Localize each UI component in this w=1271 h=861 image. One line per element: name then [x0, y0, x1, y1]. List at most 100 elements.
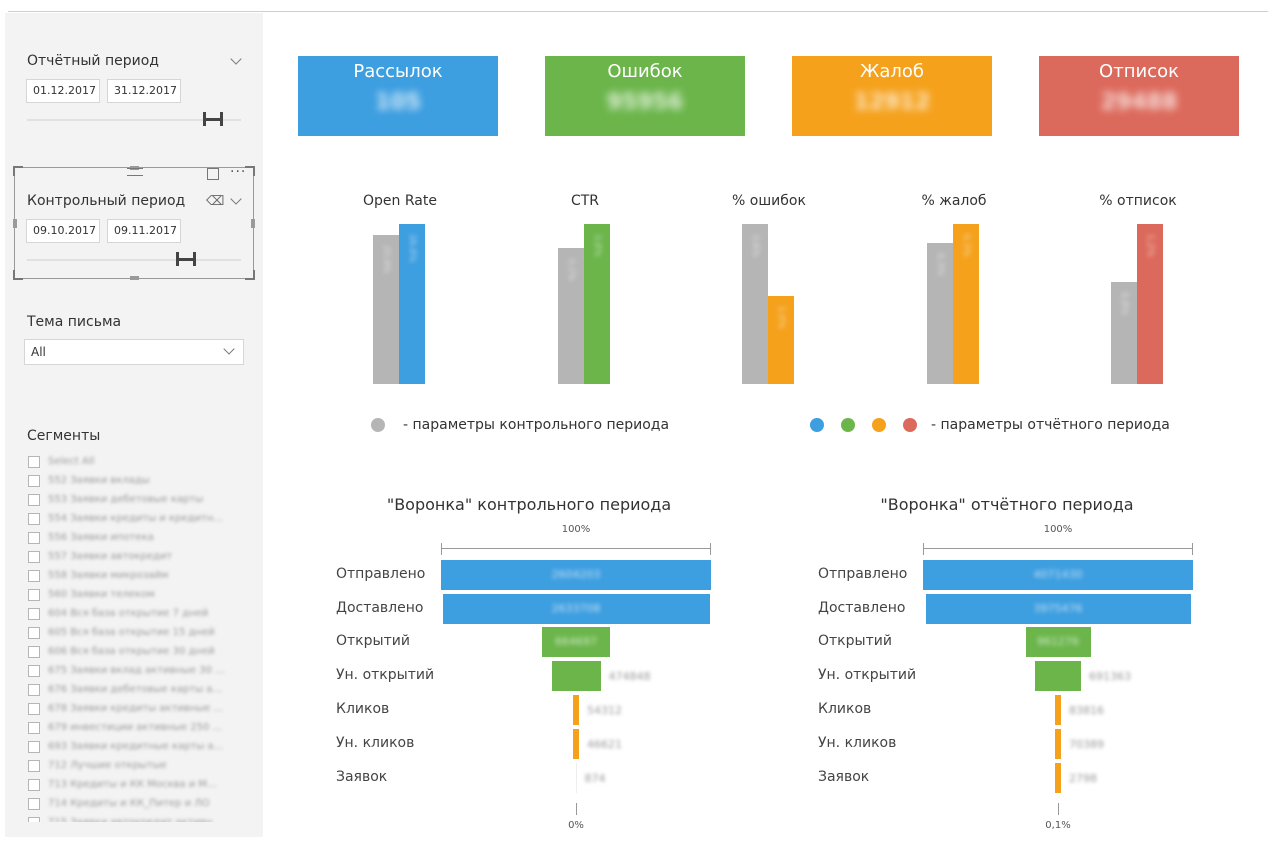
checkbox[interactable] [28, 474, 40, 487]
more-options-icon[interactable]: ··· [230, 164, 247, 180]
checkbox[interactable] [28, 702, 40, 715]
checkbox[interactable] [28, 778, 40, 791]
funnel-top-percent: 100% [561, 524, 591, 535]
checkbox[interactable] [28, 759, 40, 772]
resize-handle[interactable] [251, 219, 255, 228]
legend-control-text: - параметры контрольного периода [403, 417, 670, 433]
metric-title: CTR [570, 193, 600, 209]
control-period-slider[interactable] [27, 259, 241, 261]
funnel-bar [1055, 763, 1061, 793]
control-bar: 3,6% [742, 224, 768, 384]
metric-title: % отписок [1099, 193, 1177, 209]
resize-handle[interactable] [13, 219, 17, 228]
checkbox[interactable] [28, 607, 40, 620]
checkbox[interactable] [28, 550, 40, 563]
funnel-stage-label: Открытий [336, 633, 410, 649]
segment-item[interactable]: 714 Кредиты и КК_Питер и ЛО [28, 794, 254, 813]
kpi-card: Рассылок 105 [298, 56, 498, 136]
funnel-bar-value: 874 [584, 772, 606, 785]
segment-item[interactable]: Select All [28, 452, 254, 471]
segments-list[interactable]: Select All 552 Заявки вклады 553 Заявки де… [28, 452, 254, 822]
kpi-card: Отписок 29488 [1039, 56, 1239, 136]
kpi-value: 29488 [1100, 90, 1178, 115]
resize-handle[interactable] [130, 276, 139, 280]
control-period-from[interactable]: 09.10.2017 [26, 219, 100, 243]
checkbox[interactable] [28, 569, 40, 582]
report-period-to[interactable]: 31.12.2017 [107, 79, 181, 103]
segment-item[interactable]: 556 Заявки ипотека [28, 528, 254, 547]
segment-label: 560 Заявки телеком [48, 589, 155, 600]
checkbox[interactable] [28, 721, 40, 734]
report-bar-label: 2,0% [776, 306, 786, 329]
funnel-stage-label: Кликов [336, 701, 390, 717]
segment-label: 675 Заявки вклад активные 30 ... [48, 665, 225, 676]
segment-item[interactable]: 553 Заявки дебетовые карты [28, 490, 254, 509]
funnel-bar: 2604203 [441, 560, 711, 590]
segment-label: 604 Вся база открытие 7 дней [48, 608, 209, 619]
checkbox[interactable] [28, 683, 40, 696]
funnel-bar-value: 54312 [587, 704, 622, 717]
checkbox[interactable] [28, 531, 40, 544]
segment-item[interactable]: 560 Заявки телеком [28, 585, 254, 604]
segment-item[interactable]: 712 Лучшие открытые [28, 756, 254, 775]
control-bar-label: 3,6% [750, 234, 760, 257]
kpi-label: Жалоб [859, 61, 925, 82]
eraser-icon[interactable]: ⌫ [206, 194, 225, 209]
segment-item[interactable]: 693 Заявки кредитные карты а... [28, 737, 254, 756]
segment-item[interactable]: 676 Заявки дебетовые карты а... [28, 680, 254, 699]
kpi-value: 95956 [606, 90, 684, 115]
checkbox[interactable] [28, 645, 40, 658]
segment-label: 553 Заявки дебетовые карты [48, 494, 204, 505]
segment-item[interactable]: 675 Заявки вклад активные 30 ... [28, 661, 254, 680]
report-period-slider[interactable] [27, 119, 241, 121]
metric-title: % жалоб [921, 193, 987, 209]
segment-item[interactable]: 606 Вся база открытие 30 дней [28, 642, 254, 661]
funnel-bar-value: 2604203 [551, 568, 601, 581]
funnel-bar: 2633708 [442, 594, 710, 624]
segment-item[interactable]: 552 Заявки вклады [28, 471, 254, 490]
focus-mode-icon[interactable] [207, 168, 219, 180]
segment-item[interactable]: 605 Вся база открытие 15 дней [28, 623, 254, 642]
checkbox[interactable] [28, 626, 40, 639]
segment-item[interactable]: 679 инвестиции активные 250 ... [28, 718, 254, 737]
checkbox[interactable] [28, 493, 40, 506]
report-slider-handle[interactable] [202, 112, 224, 126]
corner-handle[interactable] [245, 270, 255, 280]
control-slider-handle[interactable] [175, 252, 197, 266]
funnel-bar [573, 695, 579, 725]
segment-label: 678 Заявки кредиты активные ... [48, 703, 223, 714]
report-bar: 1,2% [1137, 224, 1163, 384]
corner-handle[interactable] [245, 166, 255, 176]
funnel-axis [923, 543, 1193, 555]
segment-item[interactable]: 678 Заявки кредиты активные ... [28, 699, 254, 718]
segment-item[interactable]: 554 Заявки кредиты и кредитн... [28, 509, 254, 528]
checkbox[interactable] [28, 797, 40, 810]
corner-handle[interactable] [13, 166, 23, 176]
funnel-stage-label: Заявок [818, 769, 870, 785]
chevron-down-icon[interactable] [230, 53, 242, 65]
report-period-from[interactable]: 01.12.2017 [26, 79, 100, 103]
visual-selection-frame[interactable]: ··· [13, 164, 255, 280]
checkbox[interactable] [28, 455, 40, 468]
segment-label: 556 Заявки ипотека [48, 532, 154, 543]
funnel-bar-value: 3975476 [1033, 602, 1083, 615]
filters-sidebar: Отчётный период 01.12.2017 31.12.2017 Ко… [5, 13, 263, 837]
segment-item[interactable]: 715 Заявки автокредит активн [28, 813, 254, 822]
checkbox[interactable] [28, 588, 40, 601]
segment-item[interactable]: 713 Кредиты и КК Москва и М... [28, 775, 254, 794]
segment-item[interactable]: 557 Заявки автокредит [28, 547, 254, 566]
segment-item[interactable]: 604 Вся база открытие 7 дней [28, 604, 254, 623]
chevron-down-icon [223, 343, 235, 355]
segment-label: 554 Заявки кредиты и кредитн... [48, 513, 223, 524]
checkbox[interactable] [28, 740, 40, 753]
checkbox[interactable] [28, 816, 40, 822]
funnel-stage-label: Доставлено [818, 600, 906, 616]
control-period-to[interactable]: 09.11.2017 [107, 219, 181, 243]
drag-grip-icon[interactable] [127, 168, 143, 176]
segment-item[interactable]: 558 Заявки микрозайм [28, 566, 254, 585]
checkbox[interactable] [28, 664, 40, 677]
checkbox[interactable] [28, 512, 40, 525]
kpi-label: Рассылок [353, 61, 443, 82]
topic-dropdown[interactable]: All [24, 339, 244, 365]
corner-handle[interactable] [13, 270, 23, 280]
